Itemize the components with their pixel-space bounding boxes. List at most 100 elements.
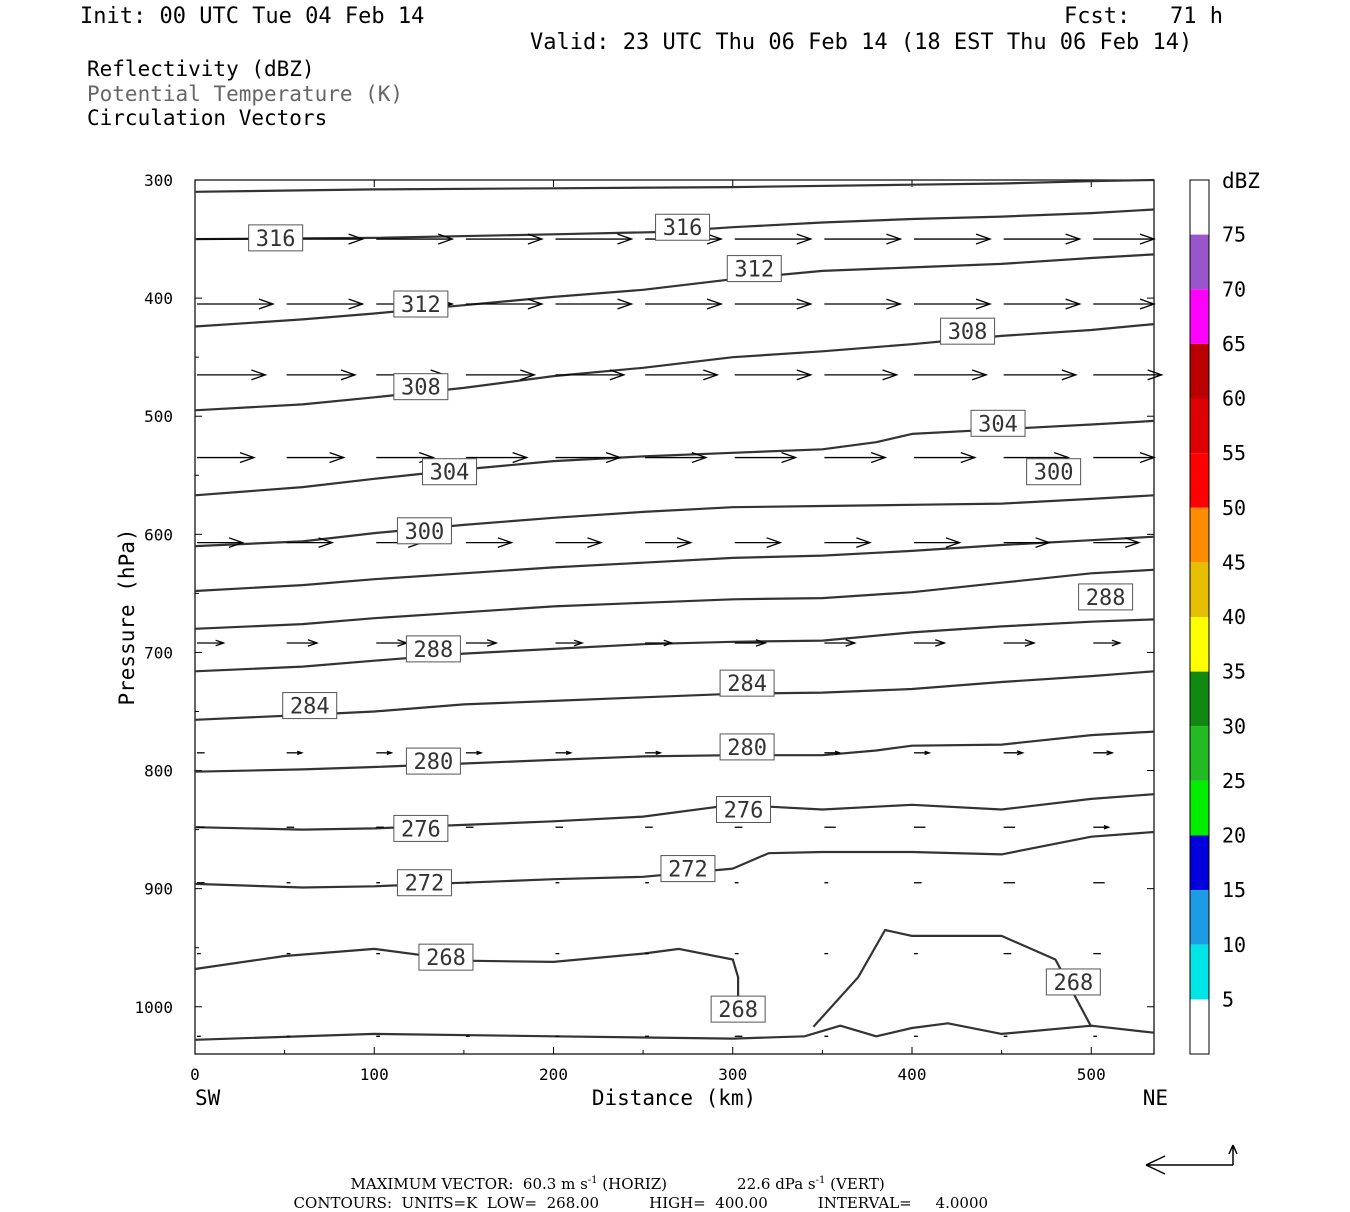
colorbar-segment	[1190, 180, 1209, 235]
colorbar-segment	[1190, 780, 1209, 836]
theta-contour-line	[194, 535, 1155, 593]
y-tick-label: 700	[144, 643, 173, 662]
wind-vector-head	[587, 537, 604, 548]
wind-vector-head	[476, 750, 484, 756]
wind-vector-head	[438, 233, 455, 245]
contour-low: CONTOURS: UNITS=K LOW= 268.00	[293, 1194, 600, 1212]
contour-label: 316	[663, 216, 703, 241]
axis-ticks: 300 400 500 600 700 800 900 1000 0 100 200 300 400 50…	[134, 171, 1154, 1084]
contour-labels: 316 316 312 312 308 308 304 304 300 300 288 288 284 2…	[248, 213, 1134, 1023]
wind-vector-head	[1139, 452, 1157, 464]
max-horiz-value: MAXIMUM VECTOR: 60.3 m s	[350, 1175, 588, 1193]
wind-vector-head	[215, 639, 226, 647]
colorbar-label: 5	[1222, 987, 1234, 1011]
wind-vector-head	[886, 298, 903, 310]
wind-vector-head	[703, 369, 720, 381]
wind-vector-head	[617, 298, 634, 310]
theta-contour-line	[194, 947, 740, 1007]
y-axis-title: Pressure (hPa)	[115, 528, 139, 705]
forecast-hour: Fcst: 71 h	[1064, 4, 1223, 29]
colorbar-label: 20	[1222, 824, 1246, 848]
wind-vector-head	[486, 639, 499, 647]
wind-vector-head	[318, 537, 335, 548]
wind-vector-head	[706, 233, 724, 245]
wind-vector-head	[239, 452, 256, 464]
wind-vector-head	[307, 639, 319, 647]
dbz-colorbar: 75 70 65 60 55 50 45 40 35 30 25 20 15 10 5	[1189, 179, 1246, 1055]
contour-label-box	[396, 517, 452, 545]
contour-label: 288	[1086, 586, 1126, 611]
contour-label-box	[660, 855, 716, 883]
contour-label: 300	[405, 520, 445, 545]
wind-vector-head	[870, 452, 888, 464]
contour-label: 288	[414, 638, 454, 663]
wind-vector-head	[329, 452, 346, 464]
contour-label-box	[655, 213, 711, 241]
wind-vector-head	[1103, 825, 1111, 830]
contour-label: 280	[727, 736, 767, 761]
x-tick-label: 300	[718, 1065, 747, 1084]
theta-contour-line	[194, 1022, 1155, 1041]
contour-label-box	[726, 255, 782, 283]
circulation-vectors	[197, 233, 1164, 1037]
contour-label-box	[719, 733, 775, 761]
contour-label: 268	[1053, 971, 1093, 996]
wind-vector-head	[527, 233, 544, 245]
theta-contours	[194, 178, 1155, 1041]
theta-contour-line	[194, 253, 1155, 328]
legend-reflectivity: Reflectivity (dBZ)	[87, 57, 315, 81]
colorbar-segment	[1190, 835, 1209, 891]
contour-label-box	[393, 373, 449, 401]
footer-contours: CONTOURS: UNITS=K LOW= 268.00 HIGH= 400.0…	[284, 1176, 989, 1212]
colorbar-label: 50	[1222, 496, 1246, 520]
wind-vector-head	[834, 750, 842, 756]
wind-vector-head	[251, 369, 268, 381]
contour-label-box	[405, 747, 461, 775]
y-tick-label: 500	[144, 407, 173, 426]
wind-vector-head	[796, 233, 813, 245]
wind-vector-head	[960, 452, 977, 464]
theta-contour-line	[194, 494, 1155, 548]
colorbar-label: 30	[1222, 714, 1246, 738]
contour-label-box	[393, 814, 449, 842]
valid-time: Valid: 23 UTC Thu 06 Feb 14 (18 EST Thu …	[530, 30, 1193, 55]
contour-high: HIGH= 400.00	[649, 1194, 768, 1212]
wind-vector-head	[796, 298, 813, 310]
wind-vector-head	[886, 233, 903, 245]
colorbar-unit: dBZ	[1222, 169, 1260, 193]
theta-contour-line	[194, 178, 1155, 193]
colorbar-segment	[1190, 944, 1209, 1000]
theta-contour-line	[194, 323, 1155, 412]
colorbar-label: 35	[1222, 660, 1246, 684]
footer-max-vector: MAXIMUM VECTOR: 60.3 m s-1 (HORIZ) 22.6 d…	[341, 1157, 885, 1193]
theta-contour-line	[194, 730, 1155, 773]
wind-vector-head	[766, 537, 783, 548]
contour-interval: INTERVAL= 4.0000	[817, 1194, 989, 1212]
colorbar-segment	[1190, 890, 1209, 945]
y-tick-label: 600	[144, 525, 173, 544]
contour-label: 312	[401, 293, 441, 318]
wind-vector-head	[706, 298, 724, 310]
colorbar-label: 75	[1222, 223, 1246, 247]
max-horiz-label: (HORIZ)	[597, 1175, 668, 1193]
wind-vector-head	[663, 639, 674, 647]
unit-exponent: -1	[587, 1175, 598, 1186]
y-tick-label: 400	[144, 289, 173, 308]
contour-label-box	[393, 290, 449, 318]
wind-vector-head	[497, 537, 514, 548]
plot-frame	[194, 179, 1155, 1055]
theta-contour-line	[194, 830, 1155, 889]
wind-vector-head	[755, 639, 768, 647]
wind-vector-head	[386, 750, 394, 756]
wind-vector-head	[1016, 750, 1025, 756]
wind-vector-head	[781, 452, 798, 464]
wind-vector-head	[845, 639, 857, 647]
wind-vector-head	[1065, 298, 1082, 310]
wind-vector-head	[1106, 750, 1115, 756]
contour-label: 272	[668, 858, 708, 883]
colorbar-segment	[1190, 507, 1209, 563]
reference-vector	[1145, 1144, 1238, 1175]
wind-vector-head	[1147, 369, 1164, 381]
contour-label: 268	[718, 998, 758, 1023]
